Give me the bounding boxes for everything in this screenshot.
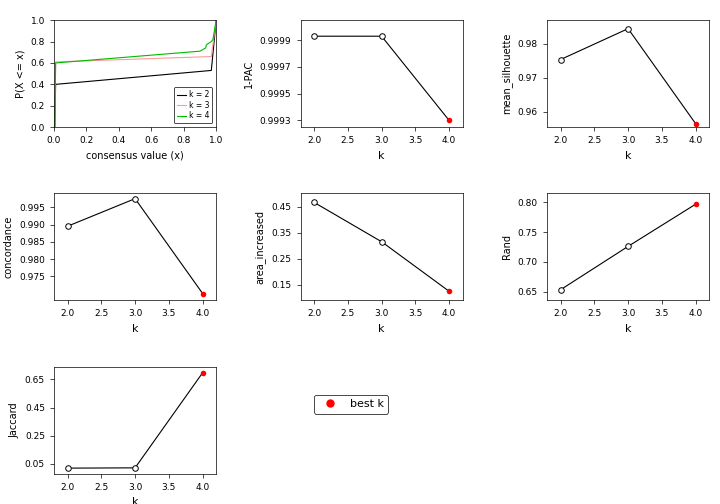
- X-axis label: k: k: [625, 151, 631, 161]
- Legend: k = 2, k = 3, k = 4: k = 2, k = 3, k = 4: [174, 87, 212, 123]
- X-axis label: k: k: [625, 324, 631, 334]
- Y-axis label: Jaccard: Jaccard: [9, 403, 19, 438]
- Y-axis label: 1-PAC: 1-PAC: [244, 59, 254, 88]
- X-axis label: k: k: [378, 324, 385, 334]
- X-axis label: k: k: [132, 497, 138, 504]
- Y-axis label: P(X <= x): P(X <= x): [15, 49, 25, 98]
- Y-axis label: mean_silhouette: mean_silhouette: [501, 33, 513, 114]
- Legend: best k: best k: [314, 395, 388, 414]
- X-axis label: consensus value (x): consensus value (x): [86, 151, 184, 161]
- Y-axis label: area_increased: area_increased: [255, 210, 266, 284]
- Y-axis label: concordance: concordance: [4, 216, 14, 278]
- Y-axis label: Rand: Rand: [503, 234, 513, 260]
- X-axis label: k: k: [132, 324, 138, 334]
- X-axis label: k: k: [378, 151, 385, 161]
